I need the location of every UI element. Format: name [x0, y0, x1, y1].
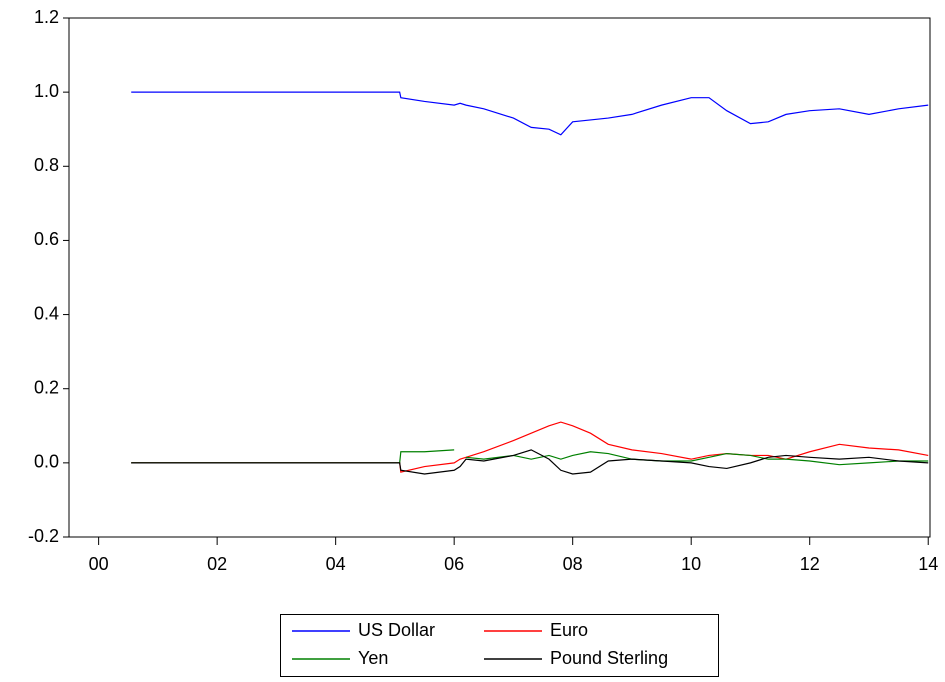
plot-frame	[68, 17, 931, 538]
y-tick-label: 1.2	[34, 7, 59, 27]
legend-label: Euro	[550, 620, 588, 640]
y-tick-label: 0.2	[34, 377, 59, 397]
y-tick-label: 1.0	[34, 81, 59, 101]
legend-label: Pound Sterling	[550, 648, 668, 668]
x-tick-label: 00	[89, 554, 109, 574]
series-line	[131, 449, 455, 464]
x-tick-label: 14	[918, 554, 938, 574]
x-tick-label: 04	[326, 554, 346, 574]
y-tick-label: 0.4	[34, 303, 59, 323]
y-tick-label: 0.8	[34, 155, 59, 175]
x-tick-label: 06	[444, 554, 464, 574]
legend-box	[280, 614, 719, 677]
y-tick-label: 0.0	[34, 452, 59, 472]
x-tick-label: 12	[800, 554, 820, 574]
series-line	[131, 91, 929, 136]
series-line	[131, 449, 929, 475]
legend-label: US Dollar	[358, 620, 435, 640]
x-tick-label: 10	[681, 554, 701, 574]
series-line	[131, 421, 929, 473]
x-tick-label: 02	[207, 554, 227, 574]
x-tick-label: 08	[563, 554, 583, 574]
y-tick-label: -0.2	[28, 526, 59, 546]
legend-label: Yen	[358, 648, 388, 668]
y-tick-label: 0.6	[34, 229, 59, 249]
series-line	[465, 451, 929, 466]
